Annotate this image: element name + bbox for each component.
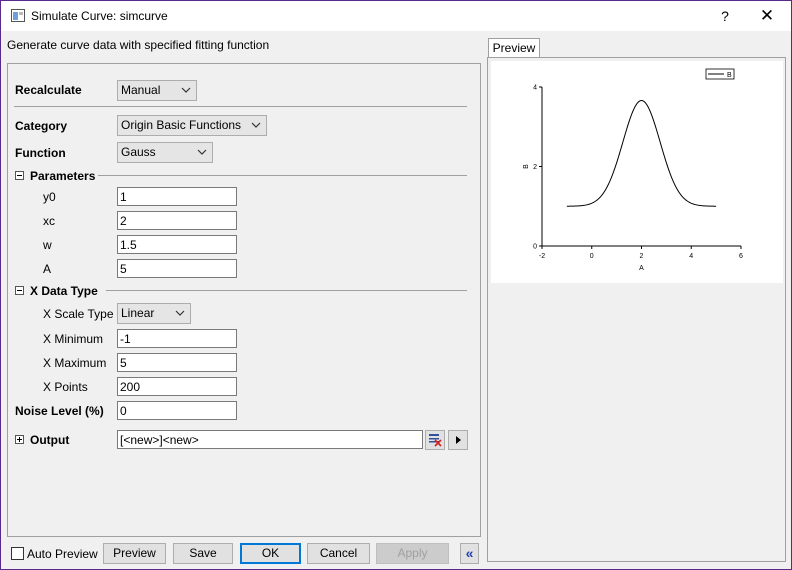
param-input-xc[interactable]: 2	[117, 211, 237, 230]
param-input-y0[interactable]: 1	[117, 187, 237, 206]
close-button[interactable]: ✕	[759, 6, 775, 25]
category-label: Category	[15, 119, 68, 133]
y-tick-label: 0	[533, 244, 537, 251]
function-value: Gauss	[121, 145, 156, 159]
param-input-a[interactable]: 5	[117, 259, 237, 278]
recalculate-label: Recalculate	[15, 83, 82, 97]
legend-label: B	[727, 72, 732, 79]
x-points-label: X Points	[43, 380, 88, 394]
x-tick-label: 0	[590, 253, 594, 260]
x-tick-label: 6	[739, 253, 743, 260]
x-tick-label: -2	[539, 253, 545, 260]
dialog-description: Generate curve data with specified fitti…	[7, 38, 270, 52]
worksheet-selector-icon	[429, 434, 442, 447]
recalculate-value: Manual	[121, 83, 161, 97]
xdata-header: X Data Type	[30, 284, 98, 298]
param-input-w[interactable]: 1.5	[117, 235, 237, 254]
function-dropdown[interactable]: Gauss	[117, 142, 213, 163]
x-axis-title: A	[639, 265, 644, 272]
output-browse-button[interactable]	[425, 430, 445, 450]
output-menu-button[interactable]	[448, 430, 468, 450]
divider	[98, 175, 467, 176]
x-minimum-label: X Minimum	[43, 332, 104, 346]
x-maximum-label: X Maximum	[43, 356, 107, 370]
category-value: Origin Basic Functions	[121, 118, 242, 132]
output-input[interactable]: [<new>]<new>	[117, 430, 423, 449]
app-window-icon	[11, 9, 25, 22]
param-label-y0: y0	[43, 190, 56, 204]
x-scale-type-label: X Scale Type	[43, 307, 114, 321]
chevron-down-icon	[175, 310, 185, 316]
parameters-collapse-icon[interactable]	[15, 171, 24, 180]
output-expand-icon[interactable]	[15, 435, 24, 444]
category-dropdown[interactable]: Origin Basic Functions	[117, 115, 267, 136]
chevron-down-icon	[181, 87, 191, 93]
chevron-down-icon	[197, 149, 207, 155]
window-title: Simulate Curve: simcurve	[31, 9, 168, 23]
y-tick-label: 4	[533, 85, 537, 92]
settings-panel: Recalculate Manual Category Origin Basic…	[7, 63, 481, 537]
auto-preview-label: Auto Preview	[27, 547, 98, 561]
xdata-collapse-icon[interactable]	[15, 286, 24, 295]
save-button[interactable]: Save	[173, 543, 233, 564]
help-button[interactable]: ?	[721, 8, 729, 24]
title-bar: Simulate Curve: simcurve ? ✕	[1, 1, 791, 31]
x-points-input[interactable]: 200	[117, 377, 237, 396]
recalculate-dropdown[interactable]: Manual	[117, 80, 197, 101]
noise-level-label: Noise Level (%)	[15, 404, 104, 418]
auto-preview-checkbox[interactable]	[11, 547, 24, 560]
x-scale-type-value: Linear	[121, 306, 155, 320]
cancel-button[interactable]: Cancel	[307, 543, 370, 564]
noise-level-input[interactable]: 0	[117, 401, 237, 420]
divider	[106, 290, 467, 291]
x-scale-type-dropdown[interactable]: Linear	[117, 303, 191, 324]
tab-preview[interactable]: Preview	[488, 38, 540, 58]
function-label: Function	[15, 146, 66, 160]
preview-button[interactable]: Preview	[103, 543, 166, 564]
output-label: Output	[30, 433, 70, 447]
triangle-right-icon	[456, 436, 461, 444]
apply-button[interactable]: Apply	[376, 543, 449, 564]
param-label-xc: xc	[43, 214, 55, 228]
divider	[14, 106, 467, 107]
y-axis-title: B	[523, 164, 530, 169]
preview-graph: -2 0 2 4 6 0 2 4 A B B	[491, 61, 783, 283]
x-minimum-input[interactable]: -1	[117, 329, 237, 348]
parameters-header: Parameters	[30, 169, 96, 183]
x-maximum-input[interactable]: 5	[117, 353, 237, 372]
x-tick-label: 4	[689, 253, 693, 260]
collapse-panel-button[interactable]: «	[460, 543, 479, 564]
y-tick-label: 2	[533, 164, 537, 171]
param-label-w: w	[43, 238, 52, 252]
param-label-a: A	[43, 262, 52, 276]
x-tick-label: 2	[640, 253, 644, 260]
series-line-b	[566, 100, 717, 207]
ok-button[interactable]: OK	[240, 543, 301, 564]
chevron-down-icon	[251, 122, 261, 128]
